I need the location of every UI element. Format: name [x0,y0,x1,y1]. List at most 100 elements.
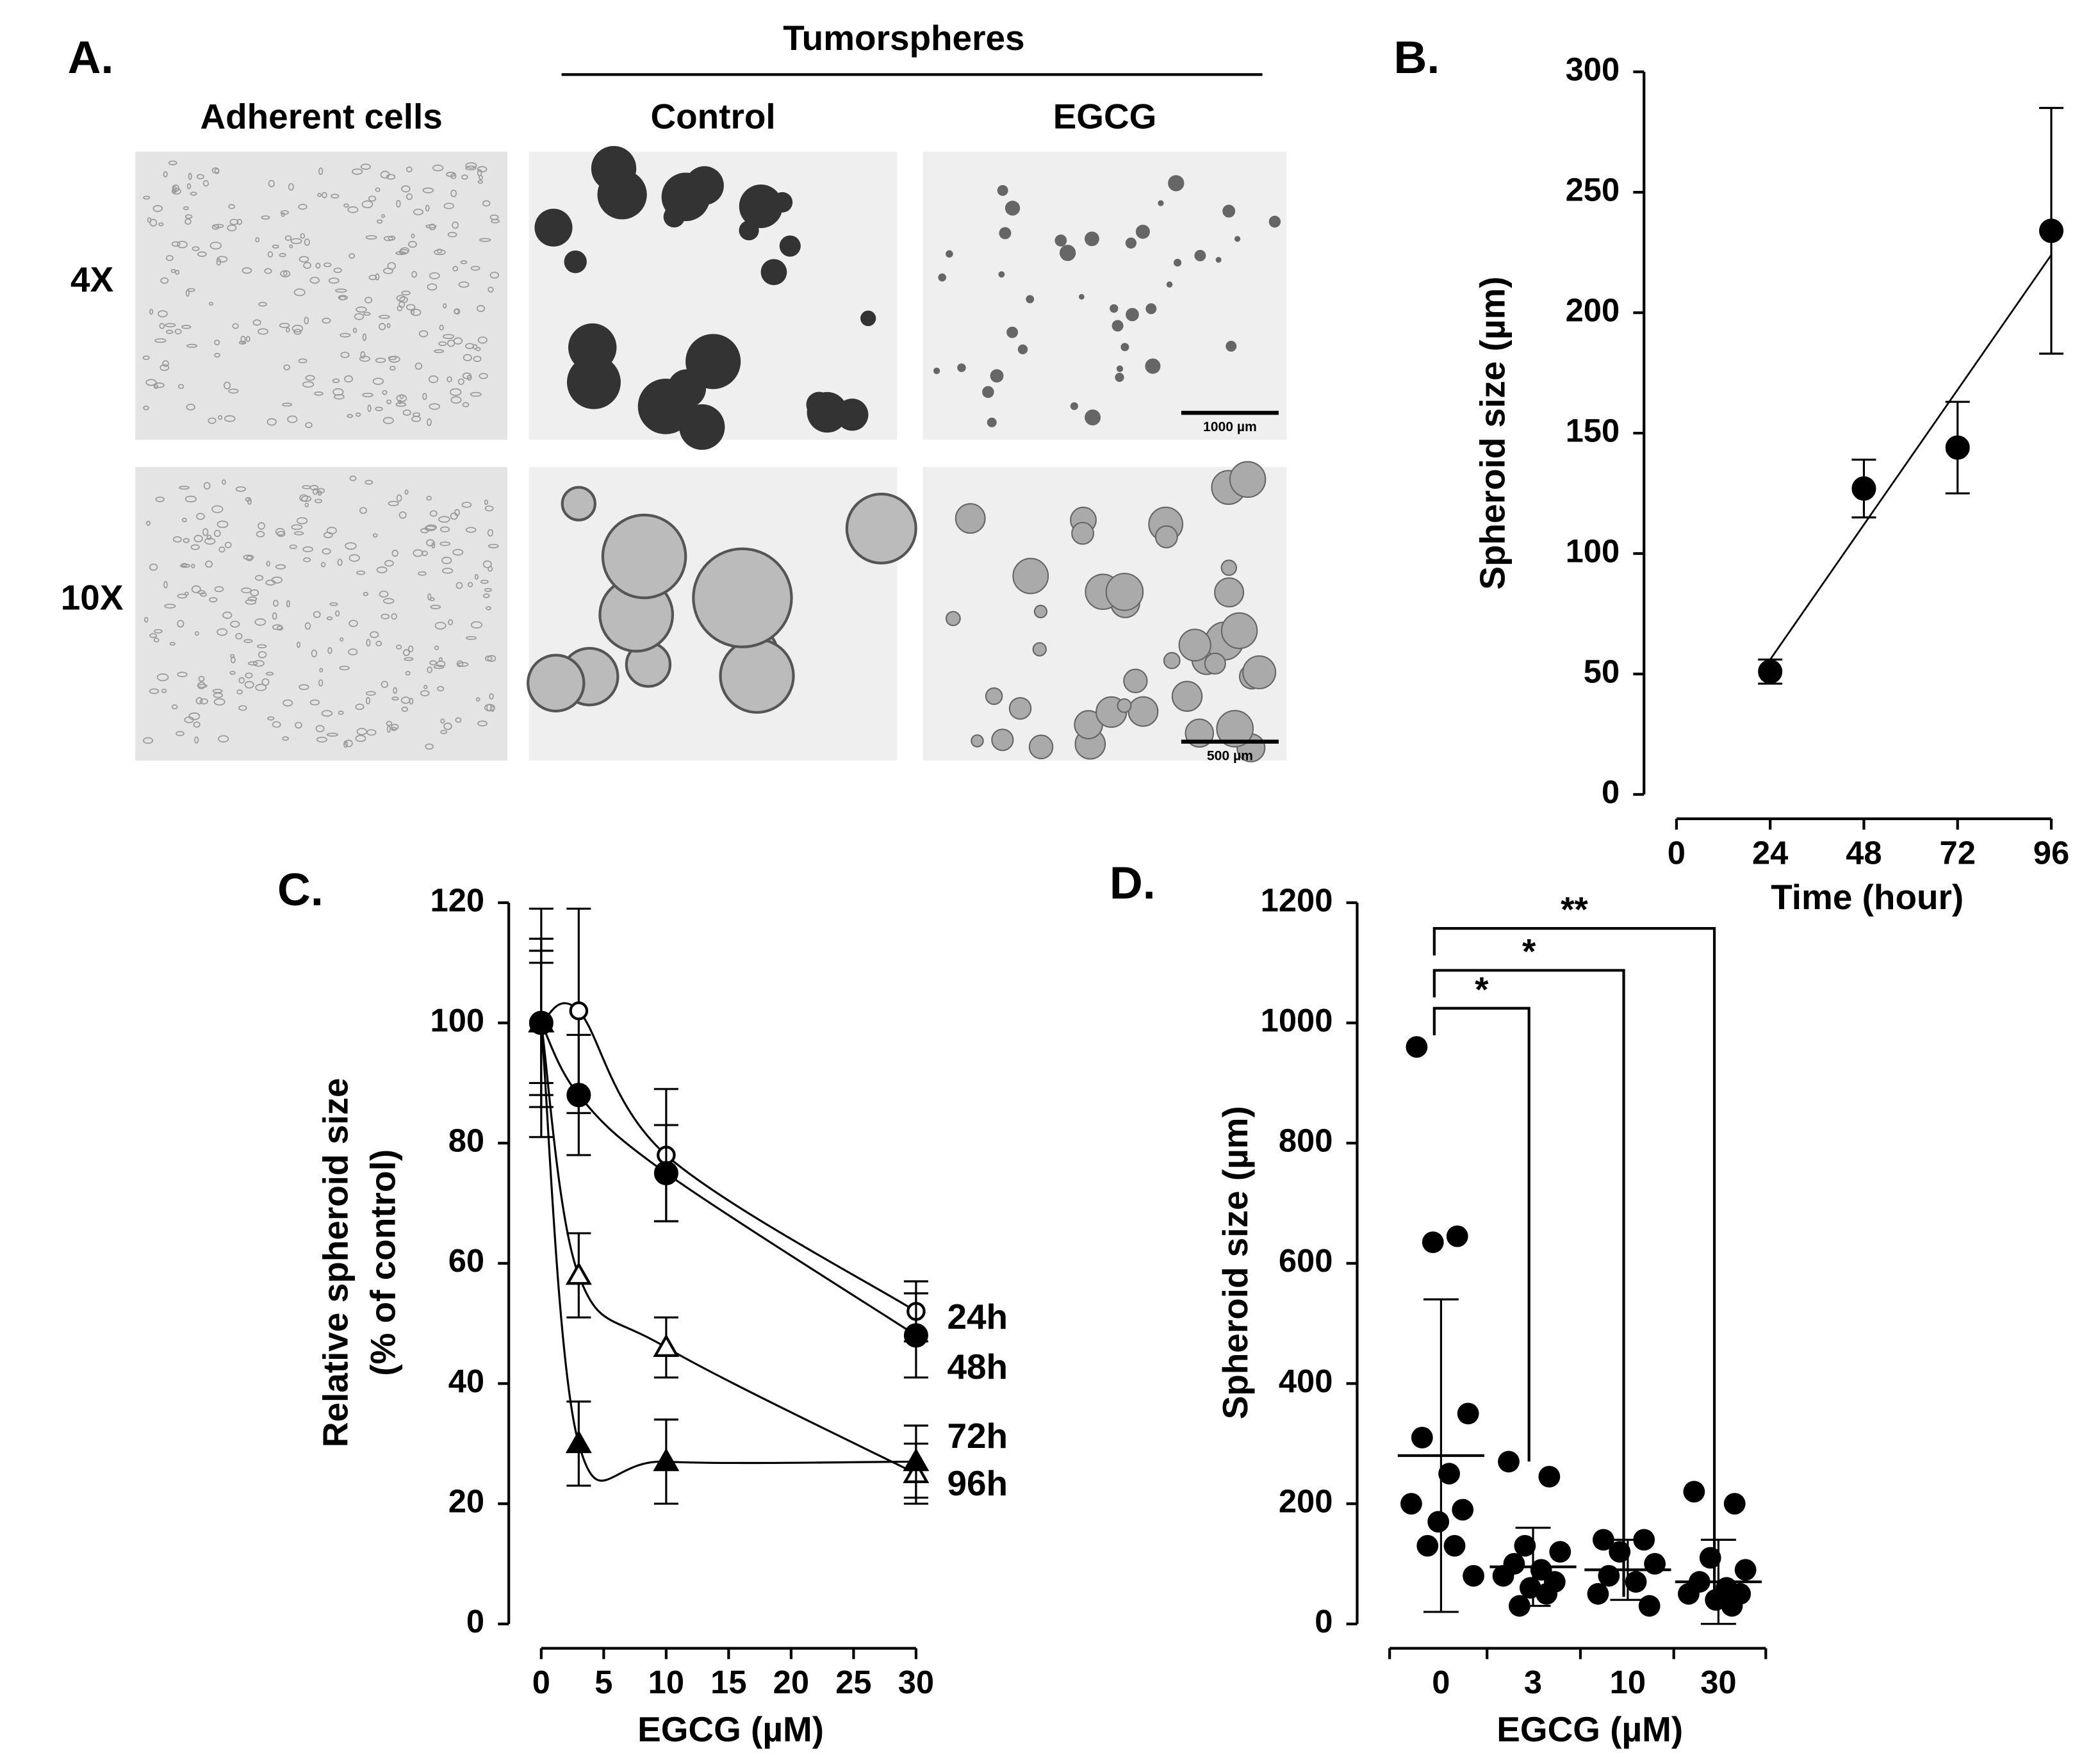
cell [185,214,193,219]
sphere [1115,372,1124,382]
cell [447,340,455,347]
cell [382,416,394,424]
sphere [1125,237,1137,249]
cell [194,736,199,744]
cell [153,637,160,643]
cell [218,735,229,743]
x-tick-label: 48 [1846,834,1882,871]
sphere [1166,281,1173,288]
cell [196,513,205,520]
cell [426,418,432,426]
cell [165,255,174,261]
cell [484,587,492,592]
cell [143,195,151,200]
cell [302,546,313,552]
sphere [955,503,986,534]
cell [332,378,340,383]
sphere [997,185,1008,196]
cell [258,522,265,530]
x-tick-label: 3 [1524,1664,1542,1700]
cell [283,699,293,707]
cell [293,329,302,335]
cell [404,489,409,495]
sphere [1005,201,1021,216]
sphere [836,398,869,431]
sphere [1204,652,1226,675]
sphere [1008,696,1032,720]
scale-bar-label: 1000 µm [1203,420,1257,434]
cell [205,560,213,568]
sphere [1054,234,1067,247]
cell [465,165,477,170]
cell [447,376,452,382]
y-tick-label: 200 [1566,292,1620,328]
cell [436,661,446,668]
cell [217,628,228,636]
cell [198,675,205,682]
cell [406,166,413,173]
cell [194,631,199,636]
cell [154,628,163,634]
cell [386,399,392,404]
cell [224,415,236,422]
data-point [1492,1565,1514,1587]
cell [434,645,439,650]
y-tick-label: 200 [1279,1483,1333,1519]
y-tick-label: 150 [1566,412,1620,448]
cell [363,591,368,596]
data-point [1592,1529,1614,1551]
series-label: 96h [947,1463,1008,1503]
marker [565,1261,592,1285]
cell [397,305,403,311]
cell [406,304,416,311]
cell [411,308,422,316]
marker [1851,476,1876,501]
cell [317,193,322,197]
cell [295,721,302,729]
cell [370,631,379,639]
cell [479,238,491,242]
cell [434,621,447,630]
cell [264,268,272,274]
cell [183,206,189,211]
cell [258,302,267,307]
sphere [1220,612,1258,650]
cell [386,174,396,180]
cell [467,582,473,587]
cell [311,649,317,657]
series-line [540,1023,916,1482]
cell [272,612,277,620]
cell [379,315,390,319]
cell [326,527,337,534]
cell [375,357,386,363]
cell [291,524,303,530]
cell [344,375,353,383]
cell [283,364,290,371]
cell [380,170,390,179]
panel-label: B. [1393,32,1440,83]
sphere [1234,236,1241,242]
y-tick-label: 120 [431,882,485,918]
fit-line [1769,254,2053,661]
cell [193,721,201,728]
sphere [860,310,876,327]
cell [463,354,472,361]
cell [455,582,463,589]
cell [160,364,170,372]
cell [242,267,252,274]
cell [229,671,236,675]
cell [372,533,378,538]
cell [355,412,361,417]
cell [209,596,218,603]
cell [329,602,338,606]
cell [388,235,396,241]
sphere [1032,642,1047,657]
cell [319,668,324,673]
y-tick-label: 300 [1566,51,1620,88]
cell [402,409,411,416]
cell [190,544,200,550]
cell [289,544,297,550]
marker [903,1448,930,1472]
sphere [1059,245,1076,261]
